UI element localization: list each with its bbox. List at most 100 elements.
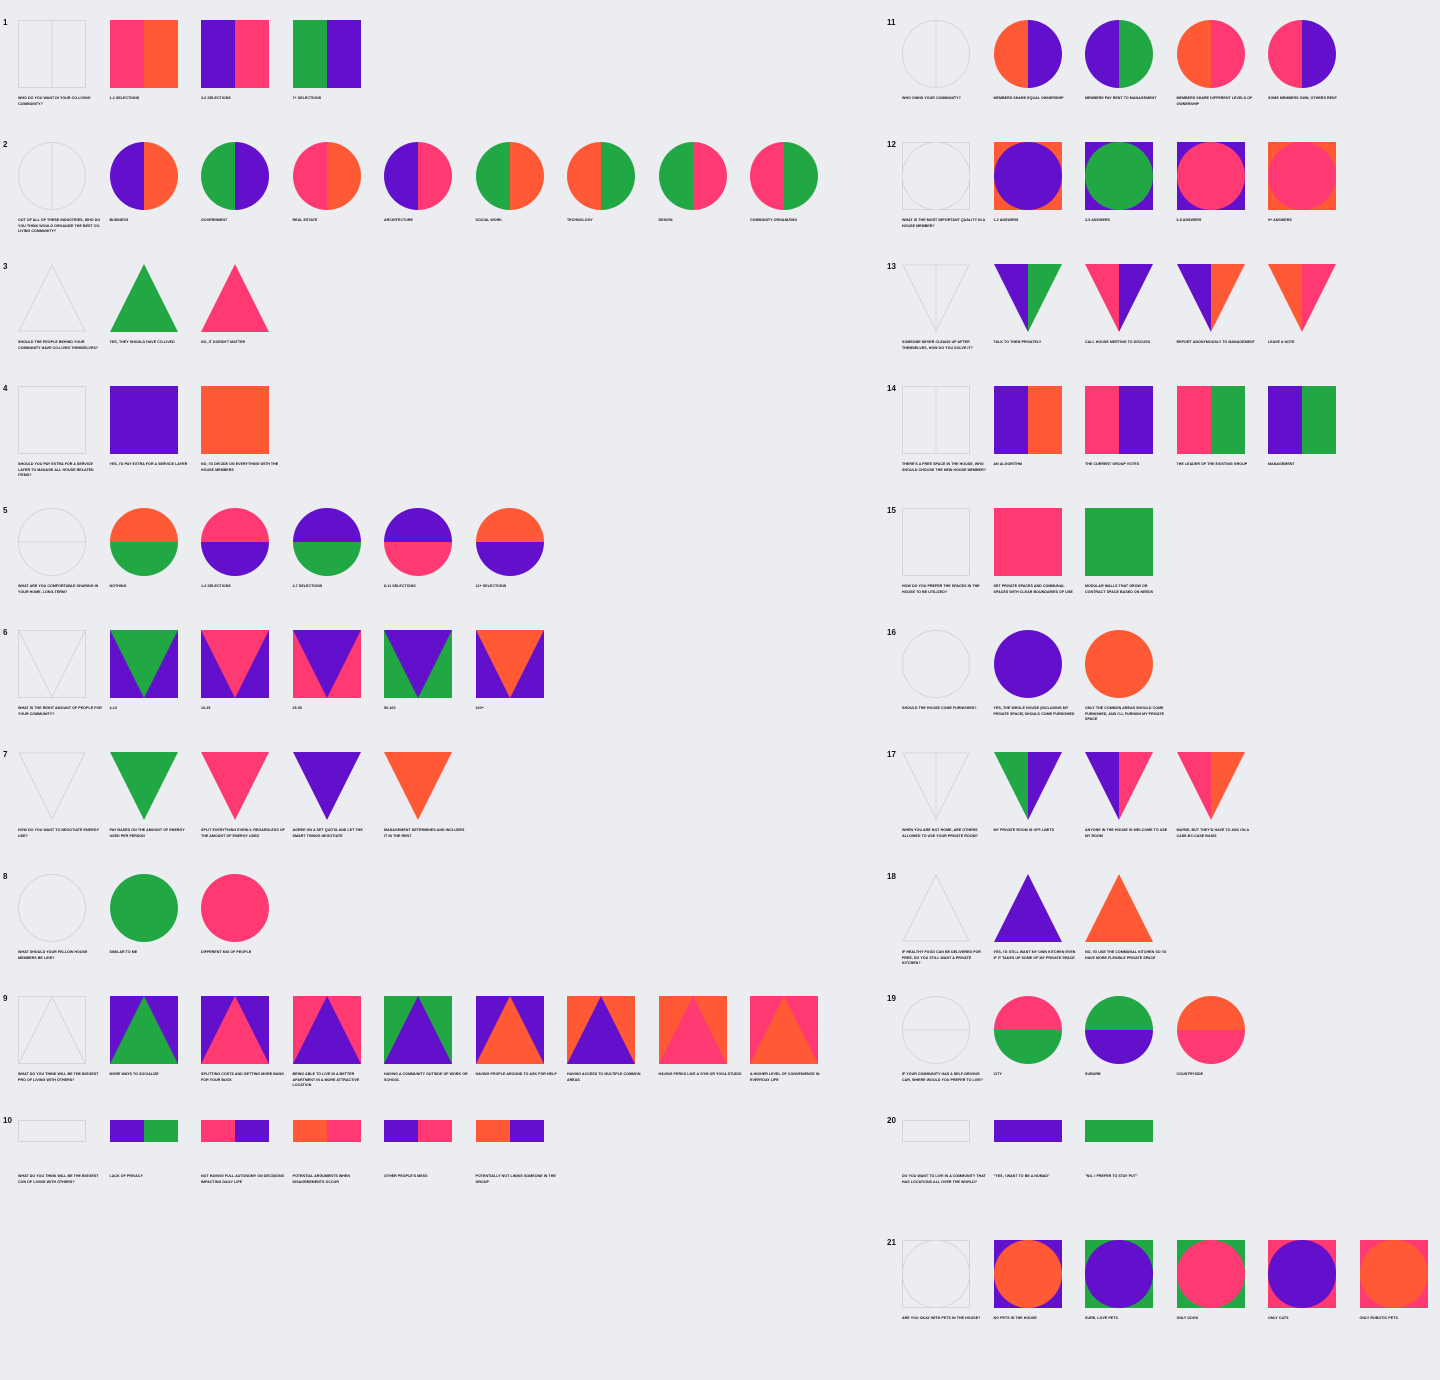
option-shape-circle-icon[interactable] [1085,630,1165,698]
option-shape-circle-split-v-icon[interactable] [201,142,281,210]
question-prompt: WHO DO YOU WANT IN YOUR CO-LIVING COMMUN… [18,96,91,106]
option-shape-square-a-icon[interactable] [750,996,830,1064]
option-label: 100+ [475,706,484,710]
prompt-shape-icon [902,1120,982,1142]
question-number: 2 [3,140,8,149]
option-label: HAVING ACCESS TO MULTIPLE COMMON AREAS [567,1072,641,1082]
option-shape-triangle-down-split-icon[interactable] [993,264,1074,332]
option-shape-circle-split-h-icon[interactable] [201,508,281,576]
option-shape-bar-icon[interactable] [1085,1120,1165,1142]
option-shape-square-split-v-icon[interactable] [201,20,281,88]
option-shape-circle-split-v-icon[interactable] [1268,20,1348,88]
option-label: AN ALGORITHM [993,462,1022,466]
option-label: HAVING PERKS LIKE A GYM OR YOGA STUDIO [658,1072,742,1076]
option-label: YES, I'D STILL WANT MY OWN KITCHEN EVEN … [993,950,1076,960]
option-shape-circle-split-v-icon[interactable] [993,20,1074,88]
option-shape-triangle-down-split-icon[interactable] [993,752,1074,820]
option-shape-square-icon[interactable] [201,386,281,454]
prompt-shape-icon [18,630,98,698]
option-shape-square-circle-icon[interactable] [993,1240,1074,1308]
option-label: 1-2 ANSWERS [993,218,1019,222]
option-shape-circle-split-v-icon[interactable] [475,142,556,210]
option-label: ONLY ROBOTIC PETS [1359,1316,1398,1320]
option-shape-square-split-v-icon[interactable] [1176,386,1257,454]
option-shape-square-split-v-icon[interactable] [993,386,1074,454]
option-shape-triangle-up-icon[interactable] [109,264,190,332]
option-shape-bar-icon[interactable] [993,1120,1074,1142]
option-shape-bar-split-icon[interactable] [475,1120,556,1142]
option-label: "YES, I WANT TO BE A NOMAD" [993,1174,1050,1178]
option-shape-square-v-icon[interactable] [201,630,281,698]
option-shape-circle-split-h-icon[interactable] [993,996,1074,1064]
option-shape-square-split-v-icon[interactable] [1268,386,1348,454]
option-shape-square-circle-icon[interactable] [1176,1240,1257,1308]
option-shape-square-v-icon[interactable] [384,630,464,698]
option-shape-triangle-down-split-icon[interactable] [1085,264,1165,332]
option-shape-square-circle-icon[interactable] [1359,1240,1440,1308]
question-number: 21 [887,1238,896,1247]
option-shape-circle-split-h-icon[interactable] [384,508,464,576]
option-shape-circle-split-h-icon[interactable] [109,508,190,576]
option-shape-square-a-icon[interactable] [201,996,281,1064]
option-shape-bar-split-icon[interactable] [384,1120,464,1142]
option-shape-square-a-icon[interactable] [567,996,647,1064]
option-shape-triangle-down-icon[interactable] [292,752,373,820]
option-shape-triangle-down-icon[interactable] [109,752,190,820]
option-shape-square-a-icon[interactable] [475,996,556,1064]
option-shape-circle-icon[interactable] [201,874,281,942]
option-shape-circle-split-h-icon[interactable] [292,508,373,576]
option-shape-circle-split-h-icon[interactable] [1085,996,1165,1064]
option-shape-triangle-down-split-icon[interactable] [1085,752,1165,820]
option-shape-circle-split-v-icon[interactable] [750,142,830,210]
option-label: POTENTIALLY NOT LIKING SOMEONE IN THE GR… [475,1174,556,1184]
option-shape-square-v-icon[interactable] [292,630,373,698]
option-label: 6-8 ANSWERS [1176,218,1202,222]
option-shape-square-icon[interactable] [109,386,190,454]
option-shape-square-icon[interactable] [1085,508,1165,576]
option-shape-circle-split-v-icon[interactable] [109,142,190,210]
option-shape-square-a-icon[interactable] [292,996,373,1064]
option-shape-circle-split-v-icon[interactable] [1085,20,1165,88]
option-shape-circle-split-v-icon[interactable] [1176,20,1257,88]
option-shape-square-a-icon[interactable] [384,996,464,1064]
prompt-shape-icon [18,142,98,210]
option-shape-circle-split-v-icon[interactable] [384,142,464,210]
option-shape-square-split-v-icon[interactable] [109,20,190,88]
option-shape-square-split-v-icon[interactable] [1085,386,1165,454]
option-shape-square-circle-icon[interactable] [1085,1240,1165,1308]
option-shape-circle-split-v-icon[interactable] [567,142,647,210]
option-shape-circle-split-h-icon[interactable] [475,508,556,576]
option-shape-triangle-up-icon[interactable] [1085,874,1165,942]
option-shape-circle-icon[interactable] [993,630,1074,698]
option-shape-square-v-icon[interactable] [109,630,190,698]
option-shape-square-circle-icon[interactable] [1085,142,1165,210]
option-shape-square-circle-icon[interactable] [993,142,1074,210]
option-shape-square-a-icon[interactable] [658,996,739,1064]
option-label: 1-3 SELECTIONS [201,584,231,588]
option-shape-square-icon[interactable] [993,508,1074,576]
option-shape-triangle-down-icon[interactable] [384,752,464,820]
option-shape-circle-split-v-icon[interactable] [658,142,739,210]
option-shape-triangle-down-icon[interactable] [201,752,281,820]
option-shape-square-circle-icon[interactable] [1176,142,1257,210]
prompt-shape-icon [902,264,982,332]
option-shape-circle-split-v-icon[interactable] [292,142,373,210]
option-shape-square-a-icon[interactable] [109,996,190,1064]
option-shape-bar-split-icon[interactable] [292,1120,373,1142]
option-shape-circle-icon[interactable] [109,874,190,942]
prompt-shape-icon [18,1120,98,1142]
option-shape-bar-split-icon[interactable] [201,1120,281,1142]
option-shape-square-v-icon[interactable] [475,630,556,698]
option-label: SET PRIVATE SPACES AND COMMUNAL SPACES W… [993,584,1073,594]
option-shape-square-circle-icon[interactable] [1268,1240,1348,1308]
option-shape-triangle-up-icon[interactable] [993,874,1074,942]
option-shape-triangle-up-icon[interactable] [201,264,281,332]
option-shape-triangle-down-split-icon[interactable] [1176,752,1257,820]
option-shape-circle-split-h-icon[interactable] [1176,996,1257,1064]
option-shape-square-circle-icon[interactable] [1268,142,1348,210]
option-shape-triangle-down-split-icon[interactable] [1268,264,1348,332]
option-shape-triangle-down-split-icon[interactable] [1176,264,1257,332]
option-shape-bar-split-icon[interactable] [109,1120,190,1142]
question-number: 10 [3,1116,12,1125]
option-shape-square-split-v-icon[interactable] [292,20,373,88]
